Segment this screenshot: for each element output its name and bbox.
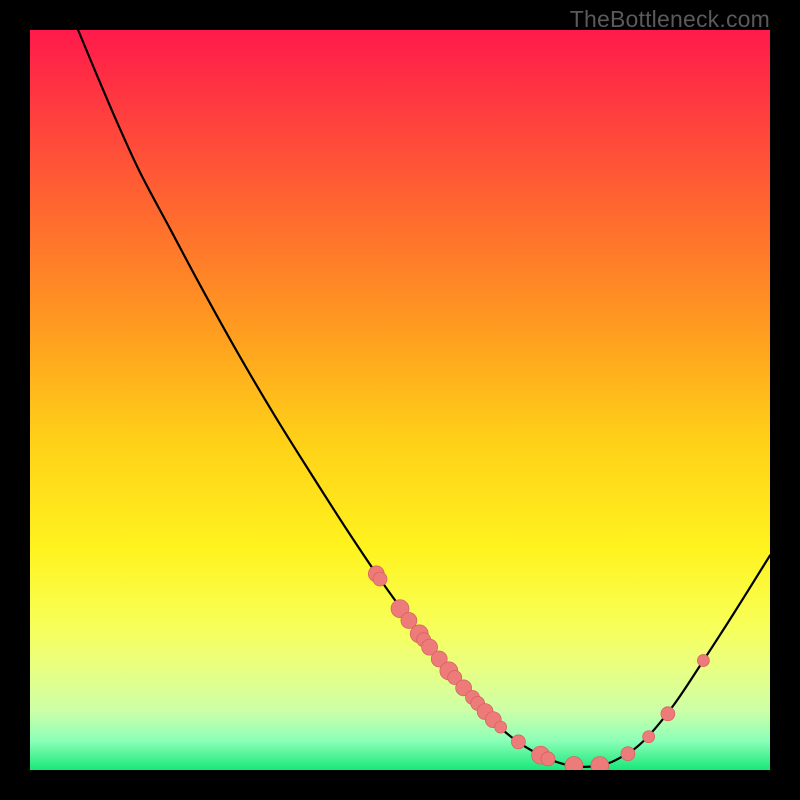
marker-point xyxy=(511,735,525,749)
chart-frame: TheBottleneck.com xyxy=(0,0,800,800)
marker-point xyxy=(541,752,555,766)
curve-layer xyxy=(30,30,770,770)
curve-markers xyxy=(368,566,709,770)
plot-area xyxy=(30,30,770,770)
marker-point xyxy=(621,747,635,761)
watermark-text: TheBottleneck.com xyxy=(570,6,770,33)
marker-point xyxy=(565,757,583,770)
marker-point xyxy=(661,707,675,721)
marker-point xyxy=(495,721,507,733)
marker-point xyxy=(373,572,387,586)
marker-point xyxy=(697,654,709,666)
bottleneck-curve xyxy=(78,30,770,767)
marker-point xyxy=(591,757,609,770)
marker-point xyxy=(643,731,655,743)
